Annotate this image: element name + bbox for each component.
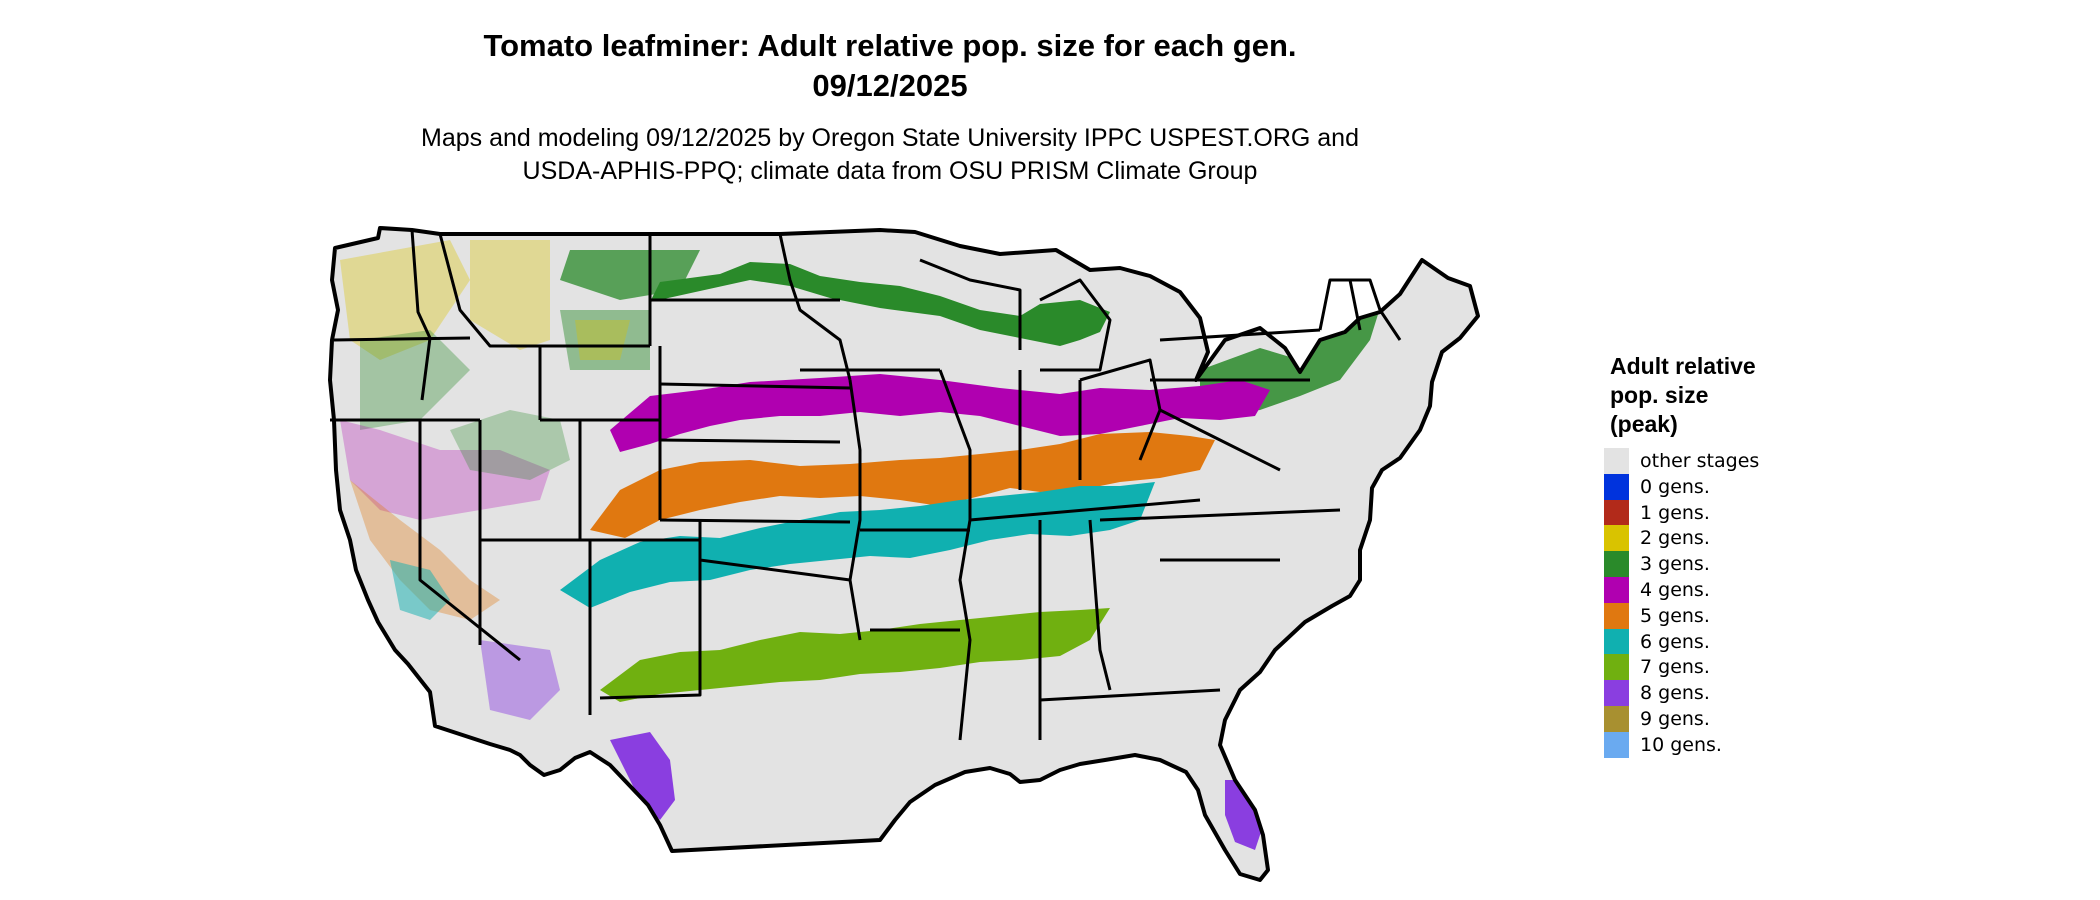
border-va-nc — [1099, 508, 1341, 522]
border-mi — [919, 258, 1022, 350]
band-3-gens-north — [650, 262, 1110, 346]
legend-label: 5 gens. — [1640, 604, 1710, 627]
border-ks-ok — [659, 518, 851, 524]
border-mn-west — [778, 233, 852, 381]
map-title: Tomato leafminer: Adult relative pop. si… — [483, 28, 1297, 63]
legend-swatch — [1604, 680, 1629, 706]
legend-title-line: Adult relative — [1610, 353, 1756, 379]
legend-label: 9 gens. — [1640, 707, 1710, 730]
legend-swatch — [1604, 473, 1629, 500]
legend-label: 6 gens. — [1640, 630, 1710, 653]
legend-title-line: pop. size — [1610, 382, 1709, 408]
legend-swatch — [1604, 525, 1629, 552]
band-3-gens-wyoming — [560, 310, 650, 370]
band-7-gens — [600, 608, 1110, 702]
legend-swatch — [1604, 628, 1629, 655]
band-4-gens-west — [340, 420, 550, 520]
border-al-ga — [1088, 519, 1112, 691]
legend-label: 10 gens. — [1640, 733, 1722, 756]
legend-label: other stages — [1640, 450, 1760, 472]
border-lower-mi — [1039, 278, 1112, 372]
legend-swatch — [1604, 602, 1629, 629]
legend-label: 8 gens. — [1640, 682, 1710, 705]
band-8-gens-southwest — [480, 640, 560, 720]
border-id-mt — [438, 233, 540, 348]
legend-swatch — [1604, 551, 1629, 577]
legend-title: Adult relative pop. size (peak) — [1610, 352, 1830, 439]
band-5-gens — [590, 432, 1215, 538]
legend-label: 1 gens. — [1640, 501, 1710, 524]
band-5-gens-west — [350, 480, 500, 620]
legend-swatch — [1604, 576, 1629, 603]
border-new-england — [1318, 278, 1402, 341]
band-8-gens-texas — [610, 732, 675, 820]
map-date: 09/12/2025 — [812, 68, 968, 103]
band-2-gens-wyoming — [575, 320, 630, 360]
band-6-gens-west — [390, 560, 450, 620]
border-wa-or — [333, 336, 471, 342]
legend-label: 3 gens. — [1640, 553, 1710, 576]
border-ky-tn — [969, 498, 1201, 522]
border-wv-va — [1159, 408, 1281, 472]
border-ca-nv — [418, 420, 521, 662]
credit-line-1: Maps and modeling 09/12/2025 by Oregon S… — [421, 124, 1359, 152]
legend-swatch — [1604, 499, 1629, 526]
band-3-gens-northwest — [360, 330, 470, 430]
legend-label: 7 gens. — [1640, 656, 1710, 679]
border-ok-tx — [698, 520, 851, 582]
border-id-west — [410, 229, 432, 401]
legend-label: 2 gens. — [1640, 527, 1710, 550]
legend-swatch — [1604, 705, 1629, 732]
border-ia-mo — [848, 379, 862, 641]
legend-swatch — [1604, 731, 1629, 758]
state-boundaries — [330, 229, 1402, 741]
border-sd-ne — [659, 382, 851, 390]
generation-bands — [340, 240, 1380, 850]
border-ga-fl — [1039, 688, 1221, 702]
band-6-gens — [560, 482, 1155, 608]
border-nm-tx — [599, 540, 702, 700]
border-oh-wv — [1079, 358, 1162, 461]
band-2-gens-idaho — [470, 240, 550, 350]
legend-label: 0 gens. — [1640, 475, 1710, 498]
legend-swatch — [1604, 448, 1629, 474]
band-4-gens — [610, 374, 1270, 452]
legend-label: 4 gens. — [1640, 578, 1710, 601]
credit-line-2: USDA-APHIS-PPQ; climate data from OSU PR… — [522, 157, 1258, 185]
border-ne-ks — [659, 438, 841, 444]
us-map — [328, 226, 1480, 882]
legend-title-line: (peak) — [1610, 411, 1678, 437]
border-mississippi — [938, 369, 972, 741]
band-2-gens-northwest — [340, 240, 470, 360]
legend-swatch — [1604, 654, 1629, 681]
